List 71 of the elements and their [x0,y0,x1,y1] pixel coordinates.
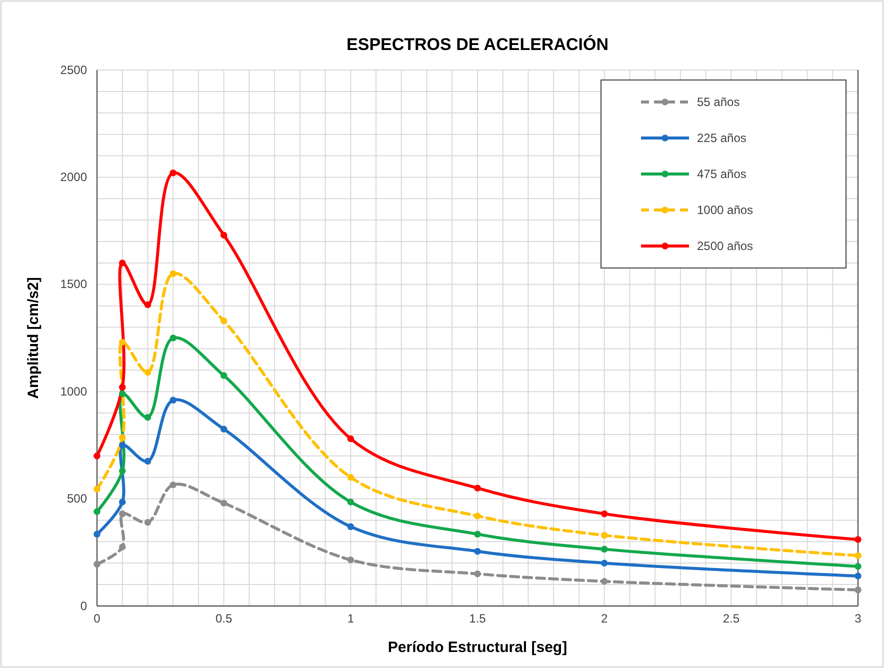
point [170,481,176,488]
x-tick-label: 2.5 [722,612,740,626]
point [118,498,126,506]
point [220,372,228,379]
point [144,458,152,465]
point [854,572,862,580]
point [347,474,354,481]
point [94,486,100,493]
point [474,484,481,492]
point [118,468,126,474]
point [144,368,152,376]
legend-label: 2500 años [697,239,754,253]
point [600,510,608,518]
y-tick-label: 2500 [60,62,88,77]
point [118,434,126,442]
point [144,414,152,421]
point [600,532,608,539]
point [854,586,862,594]
y-axis-title: Amplitud [cm/s2] [25,277,42,399]
point [94,452,100,460]
point [474,548,481,555]
point [347,498,354,506]
x-tick-label: 2 [600,612,608,626]
x-tick-label: 0 [94,612,101,626]
point [220,317,228,324]
chart-title: ESPECTROS DE ACELERACIÓN [346,34,608,54]
point [144,301,152,308]
point [118,510,126,518]
x-tick-label: 0.5 [215,612,232,626]
y-tick-label: 2000 [60,170,88,184]
legend-label: 475 años [697,167,746,181]
point [854,536,862,543]
x-axis-title: Período Estructural [seg] [388,639,568,656]
point [220,500,228,506]
point [347,556,354,564]
point [94,508,100,516]
point [347,523,354,530]
x-tick-label: 1 [347,612,354,626]
point [170,270,176,278]
point [94,530,100,538]
point [170,396,176,404]
point [118,390,126,398]
point [854,552,862,559]
point [118,260,126,266]
point [474,512,481,520]
point [118,338,126,346]
point [170,334,176,342]
point [118,384,126,391]
point [474,570,481,578]
point [854,562,862,570]
legend-label: 225 años [697,131,746,145]
point [600,560,608,566]
x-tick-label: 1.5 [469,612,486,626]
legend-label: 55 años [697,95,740,109]
point [118,544,126,550]
y-tick-label: 1500 [60,277,88,292]
y-tick-label: 1000 [60,384,88,398]
y-tick-label: 500 [66,492,88,506]
point [118,442,126,449]
legend-label: 1000 años [697,203,754,217]
point [474,530,481,538]
x-tick-label: 3 [854,612,862,626]
point [220,426,228,432]
y-tick-label: 0 [80,598,88,613]
point [94,560,100,568]
point [170,170,176,176]
point [600,546,608,553]
point [600,578,608,585]
point [220,232,228,238]
point [347,435,354,442]
point [144,519,152,526]
